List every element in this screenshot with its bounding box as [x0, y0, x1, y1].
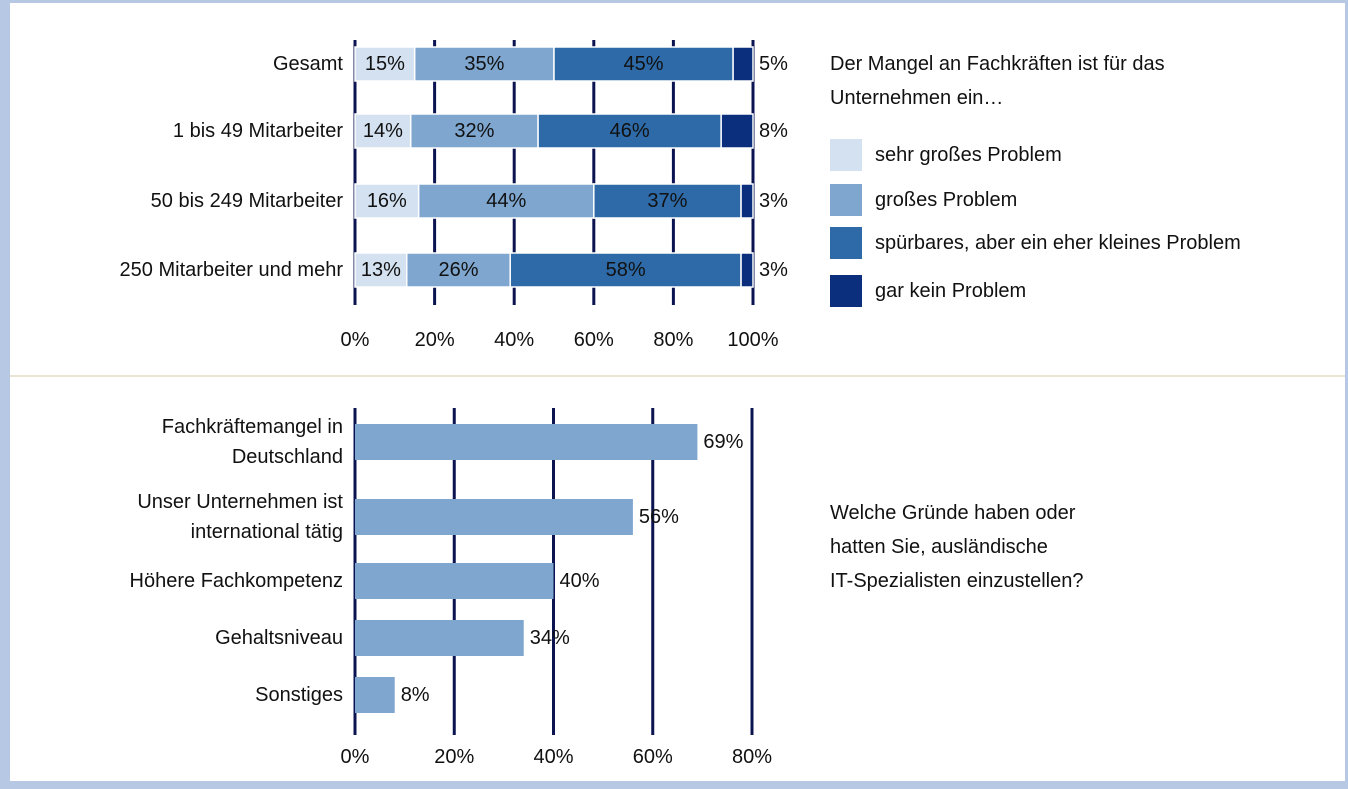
value-label: 14% [362, 120, 403, 142]
x-tick-label: 0% [340, 746, 370, 768]
value-label: 16% [366, 190, 407, 212]
value-label: 35% [464, 53, 505, 75]
legend-swatch [830, 275, 862, 307]
bar-segment [732, 46, 754, 82]
bar [355, 563, 554, 599]
bar-segment [553, 46, 734, 82]
legend-label: gar kein Problem [875, 280, 1027, 302]
bar-segment [740, 183, 754, 219]
legend-label: spürbares, aber ein eher kleines Problem [875, 232, 1241, 254]
value-label: 3% [759, 259, 788, 281]
x-tick-label: 0% [340, 329, 370, 351]
bar [355, 424, 698, 460]
value-label: 8% [400, 684, 430, 706]
value-label: 46% [609, 120, 650, 142]
bar-segment [740, 252, 754, 288]
bar-segment [354, 252, 408, 288]
value-label: 45% [623, 53, 664, 75]
x-tick-label: 40% [533, 746, 574, 768]
value-label: 3% [759, 190, 788, 212]
bar [355, 499, 633, 535]
value-label: 34% [529, 627, 570, 649]
value-label: 37% [647, 190, 688, 212]
x-tick-label: 60% [632, 746, 673, 768]
bar-segment [720, 113, 754, 149]
y-tick-label: Höhere Fachkompetenz [129, 570, 343, 592]
legend-title: Der Mangel an Fachkräften ist für das Un… [830, 53, 1165, 109]
legend-swatch [830, 139, 862, 171]
x-tick-label: 80% [653, 329, 694, 351]
legend-swatch [830, 184, 862, 216]
x-tick-label: 80% [731, 746, 773, 768]
bar-segment [354, 46, 416, 82]
value-label: 13% [360, 259, 401, 281]
value-label: 8% [759, 120, 788, 142]
bar-segment [354, 183, 420, 219]
y-tick-label: 250 Mitarbeiter und mehr [119, 259, 343, 281]
bar-segment [413, 46, 555, 82]
legend-swatch [830, 227, 862, 259]
x-tick-label: 100% [727, 329, 779, 351]
legend-label: großes Problem [875, 189, 1018, 211]
x-tick-label: 20% [434, 746, 475, 768]
bar-segment [593, 183, 742, 219]
value-label: 15% [364, 53, 405, 75]
bar [355, 677, 395, 713]
bar-segment [354, 113, 412, 149]
y-tick-label: Gesamt [272, 53, 343, 75]
x-tick-label: 20% [414, 329, 455, 351]
value-label: 58% [605, 259, 646, 281]
y-tick-label: Sonstiges [255, 684, 343, 706]
y-tick-label: 50 bis 249 Mitarbeiter [150, 190, 343, 212]
x-tick-label: 40% [494, 329, 535, 351]
value-label: 5% [759, 53, 788, 75]
y-tick-label: Unser Unternehmen ist international täti… [137, 491, 343, 543]
y-tick-label: Fachkräftemangel in Deutschland [161, 416, 343, 468]
legend-label: sehr großes Problem [875, 144, 1062, 166]
value-label: 40% [559, 570, 600, 592]
value-label: 69% [703, 431, 744, 453]
y-tick-label: 1 bis 49 Mitarbeiter [172, 120, 343, 142]
bar-segment [409, 113, 539, 149]
bar [355, 620, 524, 656]
value-label: 26% [438, 259, 479, 281]
y-tick-label: Gehaltsniveau [215, 627, 343, 649]
value-label: 44% [486, 190, 527, 212]
value-label: 32% [454, 120, 495, 142]
x-tick-label: 60% [573, 329, 614, 351]
value-label: 56% [638, 506, 679, 528]
question: Welche Gründe haben oder hatten Sie, aus… [830, 502, 1084, 592]
